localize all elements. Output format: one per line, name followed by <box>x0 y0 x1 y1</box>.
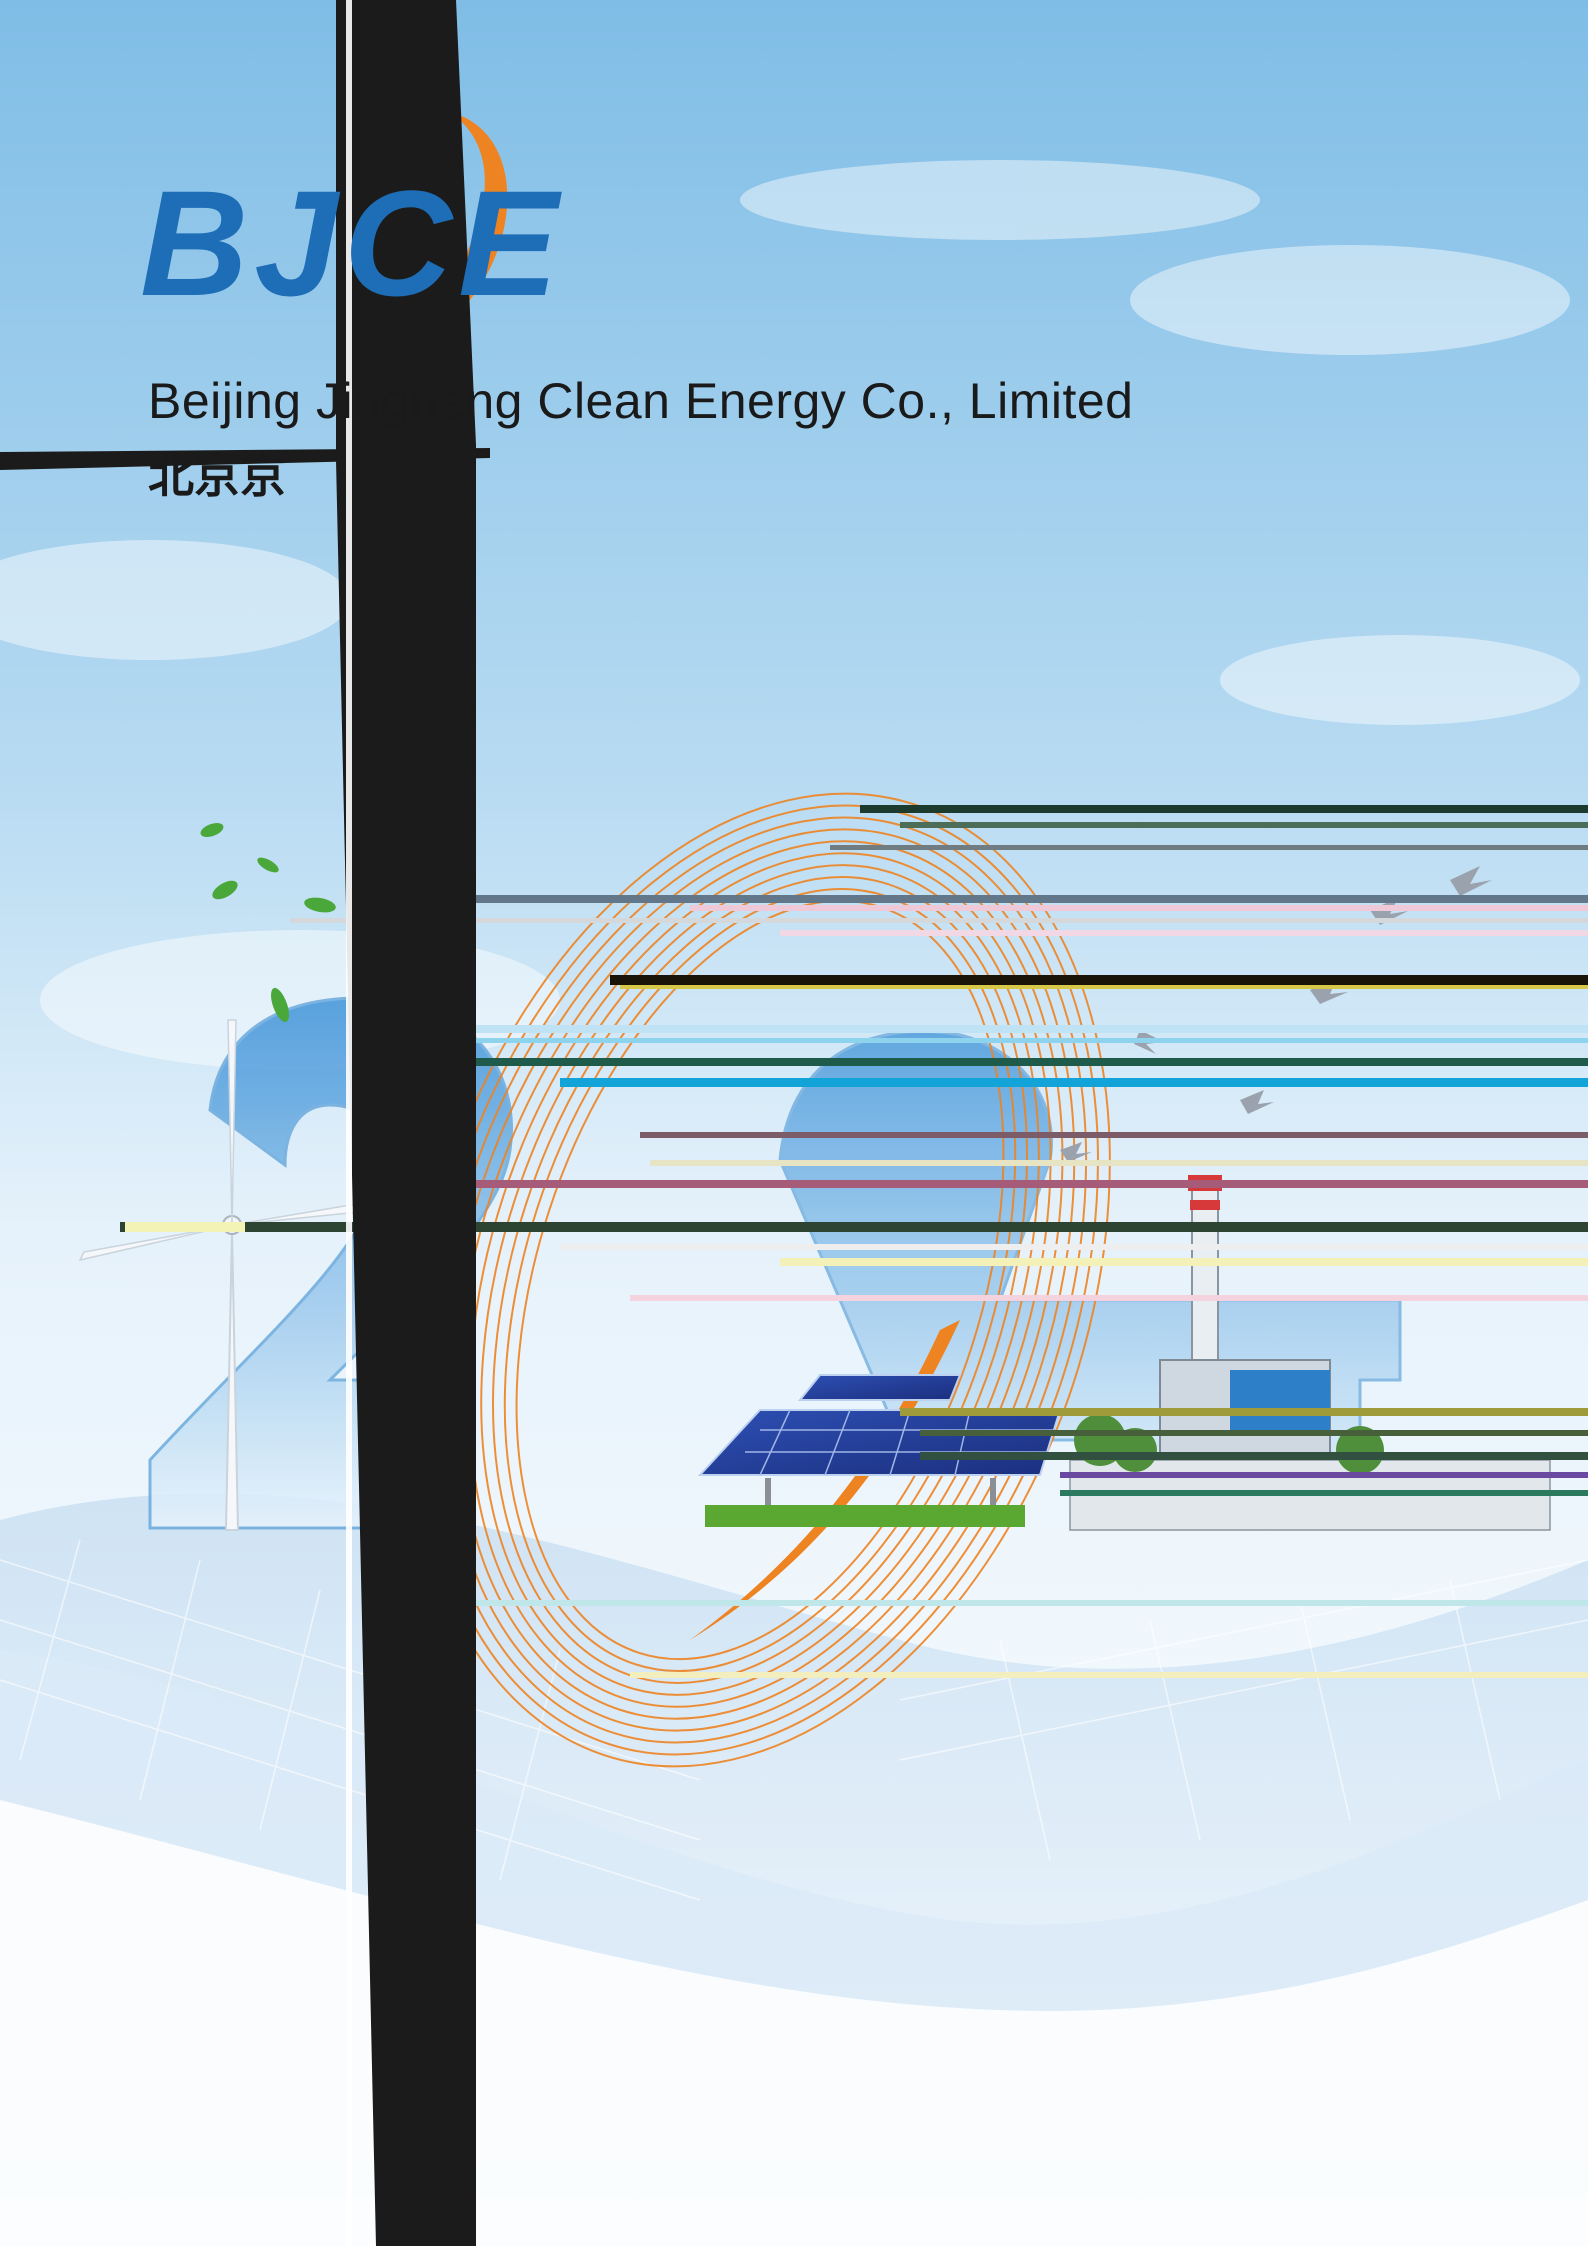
glitch-stripes <box>120 805 1588 1678</box>
dark-divider-bar <box>336 0 476 2246</box>
company-logo: BJCE <box>140 108 560 328</box>
company-name-en: Beijing Jingneng Clean Energy Co., Limit… <box>148 373 1134 429</box>
company-name-zh: 北京京 <box>148 449 286 503</box>
dark-bar-highlight <box>346 0 352 2246</box>
logo-text: BJCE <box>140 159 565 327</box>
dark-diagonal-bar <box>0 448 490 470</box>
orange-swoosh <box>690 1320 960 1640</box>
